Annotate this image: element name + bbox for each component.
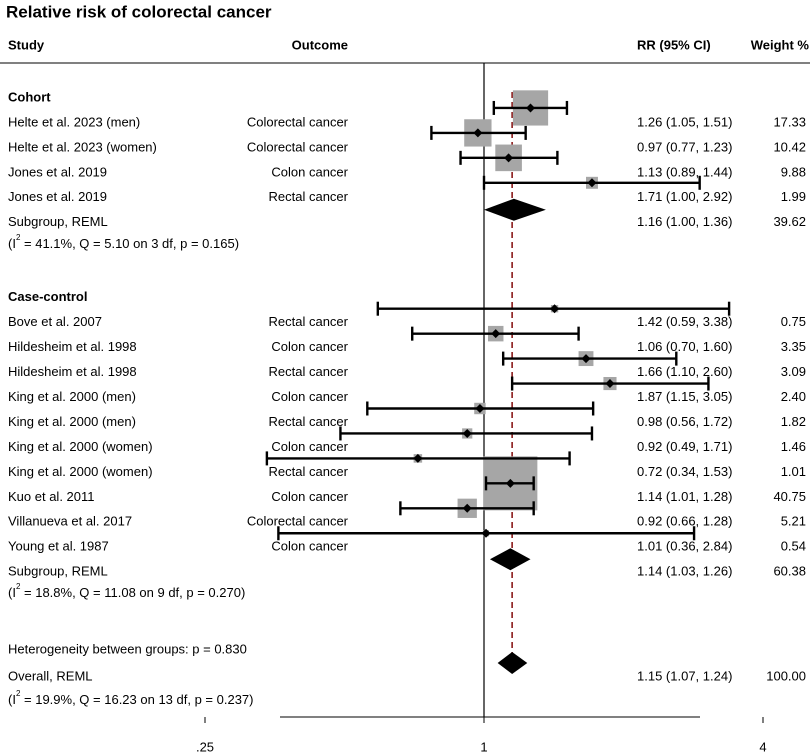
study-rr: 1.14 (1.01, 1.28) <box>637 489 732 504</box>
study-rr: 1.01 (0.36, 2.84) <box>637 539 732 554</box>
point-estimate <box>413 453 423 463</box>
study-outcome: Rectal cancer <box>269 464 349 479</box>
overall-rr: 1.15 (1.07, 1.24) <box>637 668 732 683</box>
study-rr: 0.97 (0.77, 1.23) <box>637 139 732 154</box>
study-weight: 17.33 <box>773 114 806 129</box>
subgroup-rr-2: 1.14 (1.03, 1.26) <box>637 564 732 579</box>
header-rr: RR (95% CI) <box>637 37 711 52</box>
point-estimate <box>462 503 472 513</box>
point-estimate <box>504 153 514 163</box>
study-name: Jones et al. 2019 <box>8 164 107 179</box>
overall-heterogeneity: (I2 = 19.9%, Q = 16.23 on 13 df, p = 0.2… <box>8 689 254 707</box>
study-weight: 1.99 <box>781 189 806 204</box>
x-tick-label: 4 <box>759 739 766 754</box>
study-weight: 9.88 <box>781 164 806 179</box>
study-outcome: Colon cancer <box>271 164 348 179</box>
point-estimate <box>481 528 491 538</box>
header-weight: Weight % <box>751 37 810 52</box>
subgroup-heterogeneity-1: (I2 = 41.1%, Q = 5.10 on 3 df, p = 0.165… <box>8 233 239 251</box>
study-rr: 1.13 (0.89, 1.44) <box>637 164 732 179</box>
study-name: Jones et al. 2019 <box>8 189 107 204</box>
subgroup-heterogeneity-2: (I2 = 18.8%, Q = 11.08 on 9 df, p = 0.27… <box>8 582 245 600</box>
study-outcome: Rectal cancer <box>269 364 349 379</box>
study-name: Kuo et al. 2011 <box>8 489 95 504</box>
study-rr: 1.71 (1.00, 2.92) <box>637 189 732 204</box>
study-outcome: Colorectal cancer <box>247 139 349 154</box>
subgroup-diamond-1 <box>484 198 546 221</box>
study-rr: 0.98 (0.56, 1.72) <box>637 414 732 429</box>
point-estimate <box>605 379 615 389</box>
group-label-2: Case-control <box>8 289 87 304</box>
header-study: Study <box>8 37 45 52</box>
study-weight: 5.21 <box>781 514 806 529</box>
study-rr: 1.06 (0.70, 1.60) <box>637 339 732 354</box>
point-estimate <box>550 304 560 314</box>
group-label-1: Cohort <box>8 89 51 104</box>
study-rr: 0.92 (0.66, 1.28) <box>637 514 732 529</box>
study-name: Villanueva et al. 2017 <box>8 514 132 529</box>
study-weight: 2.40 <box>781 389 806 404</box>
subgroup-label-2: Subgroup, REML <box>8 564 108 579</box>
study-rr: 1.87 (1.15, 3.05) <box>637 389 732 404</box>
point-estimate <box>473 128 483 138</box>
study-outcome: Colon cancer <box>271 489 348 504</box>
study-name: Bove et al. 2007 <box>8 314 102 329</box>
subgroup-diamond-2 <box>489 548 531 571</box>
study-outcome: Colon cancer <box>271 389 348 404</box>
study-name: King et al. 2000 (men) <box>8 414 136 429</box>
x-tick-label: .25 <box>196 739 214 754</box>
study-name: Helte et al. 2023 (men) <box>8 114 140 129</box>
study-outcome: Colorectal cancer <box>247 114 349 129</box>
chart-title: Relative risk of colorectal cancer <box>6 2 272 21</box>
study-outcome: Colon cancer <box>271 539 348 554</box>
header-outcome: Outcome <box>292 37 348 52</box>
point-estimate <box>526 103 536 113</box>
study-outcome: Colon cancer <box>271 439 348 454</box>
overall-weight: 100.00 <box>766 668 806 683</box>
subgroup-rr-1: 1.16 (1.00, 1.36) <box>637 214 732 229</box>
study-outcome: Colon cancer <box>271 339 348 354</box>
study-rr: 0.72 (0.34, 1.53) <box>637 464 732 479</box>
study-name: Helte et al. 2023 (women) <box>8 139 157 154</box>
study-outcome: Colorectal cancer <box>247 514 349 529</box>
study-name: King et al. 2000 (women) <box>8 464 153 479</box>
study-weight: 1.01 <box>781 464 806 479</box>
point-estimate <box>462 428 472 438</box>
subgroup-weight-2: 60.38 <box>773 564 806 579</box>
study-name: Young et al. 1987 <box>8 539 109 554</box>
study-name: Hildesheim et al. 1998 <box>8 339 137 354</box>
overall-diamond <box>497 652 528 674</box>
study-name: King et al. 2000 (men) <box>8 389 136 404</box>
study-outcome: Rectal cancer <box>269 414 349 429</box>
study-weight: 10.42 <box>773 139 806 154</box>
subgroup-weight-1: 39.62 <box>773 214 806 229</box>
study-weight: 3.09 <box>781 364 806 379</box>
study-weight: 3.35 <box>781 339 806 354</box>
study-weight: 0.75 <box>781 314 806 329</box>
between-groups-heterogeneity: Heterogeneity between groups: p = 0.830 <box>8 641 247 656</box>
point-estimate <box>491 329 501 339</box>
study-rr: 1.66 (1.10, 2.60) <box>637 364 732 379</box>
study-outcome: Rectal cancer <box>269 189 349 204</box>
study-weight: 40.75 <box>773 489 806 504</box>
study-weight: 1.46 <box>781 439 806 454</box>
overall-label: Overall, REML <box>8 668 93 683</box>
study-weight: 1.82 <box>781 414 806 429</box>
x-tick-label: 1 <box>480 739 487 754</box>
study-weight: 0.54 <box>781 539 806 554</box>
point-estimate <box>505 478 515 488</box>
study-outcome: Rectal cancer <box>269 314 349 329</box>
study-name: Hildesheim et al. 1998 <box>8 364 137 379</box>
point-estimate <box>587 178 597 188</box>
study-rr: 1.26 (1.05, 1.51) <box>637 114 732 129</box>
study-rr: 0.92 (0.49, 1.71) <box>637 439 732 454</box>
point-estimate <box>581 354 591 364</box>
study-name: King et al. 2000 (women) <box>8 439 153 454</box>
point-estimate <box>475 404 485 413</box>
subgroup-label-1: Subgroup, REML <box>8 214 108 229</box>
study-rr: 1.42 (0.59, 3.38) <box>637 314 732 329</box>
